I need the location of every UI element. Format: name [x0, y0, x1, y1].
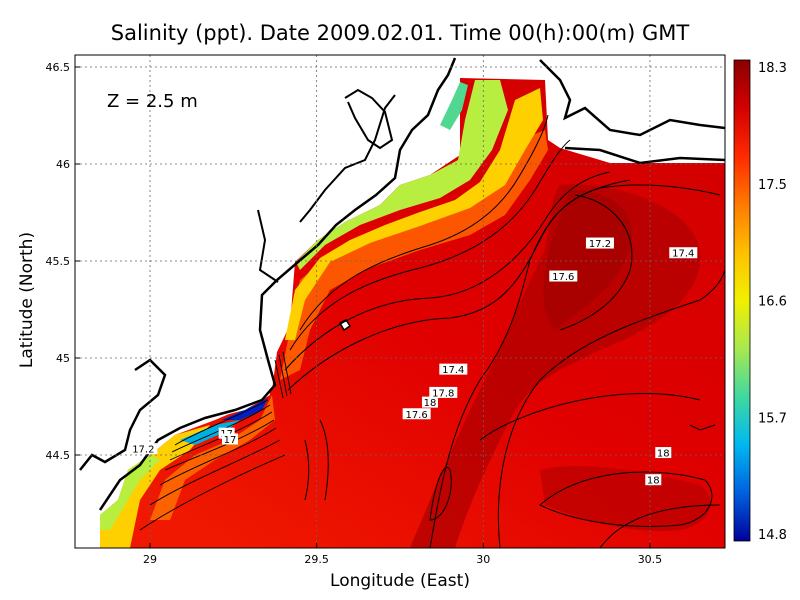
- y-tick-label: 46: [56, 158, 70, 171]
- contour-label-bg: [129, 443, 158, 455]
- x-tick-label: 30: [476, 553, 490, 566]
- band-sw-blue: [222, 398, 268, 420]
- x-tick-label: 29.5: [304, 553, 329, 566]
- contour-label: 17.4: [669, 247, 698, 260]
- contour-label-bg: [669, 247, 698, 259]
- contour-label: 17: [759, 195, 775, 208]
- contour-label: 17.8: [429, 386, 458, 399]
- colorbar-tick-label: 14.8: [758, 528, 787, 543]
- contour-label: 18: [655, 447, 672, 460]
- contour-label-bg: [421, 396, 438, 408]
- x-tick-label: 30.5: [638, 553, 663, 566]
- contour-label-text: 18: [647, 476, 660, 487]
- contour-lines: [284, 114, 725, 548]
- contour-label-text: 17: [760, 196, 773, 207]
- colorbar-tick-label: 17.5: [758, 178, 787, 193]
- colorbar-tick-label: 18.3: [758, 61, 787, 76]
- coastline-ne: [564, 146, 725, 165]
- contour-label-bg: [585, 237, 614, 249]
- band-lightgreen: [296, 80, 508, 270]
- coastline: [98, 57, 457, 511]
- colorbar-ticks: 18.3 17.5 16.6 15.7 14.8: [758, 61, 787, 543]
- contour-label-bg: [759, 195, 775, 206]
- band-sw-yellow: [100, 425, 210, 548]
- grid-lines: [75, 55, 725, 548]
- contour-label: 17.6: [402, 408, 431, 421]
- colorbar-tick-label: 15.7: [758, 411, 787, 426]
- y-axis-ticks: 44.5 45 45.5 46 46.5: [46, 61, 80, 462]
- land-mass: [75, 55, 455, 530]
- colorbar: [733, 59, 751, 542]
- plot-area: 17.81818.217.41717.617.217.417.617.817.4…: [75, 55, 775, 548]
- contour-label-text: 17.2: [132, 445, 154, 456]
- contour-label: 17.6: [549, 270, 578, 283]
- contour-label: 18: [421, 396, 438, 409]
- band-sw-green: [100, 455, 160, 530]
- depth-label: Z = 2.5 m: [107, 91, 198, 112]
- contour-label-text: 17.6: [406, 410, 428, 421]
- contour-label-bg: [549, 270, 578, 282]
- contour-label: 18: [645, 474, 662, 487]
- contour-label-bg: [645, 474, 662, 486]
- contour-label-text: 17.4: [442, 365, 464, 376]
- contour-label-bg: [655, 447, 672, 459]
- y-tick-label: 44.5: [46, 449, 71, 462]
- contour-label-bg: [429, 386, 458, 398]
- x-axis-label: Longitude (East): [330, 571, 470, 591]
- contour-labels: 17.81818.217.41717.617.217.417.617.817.4…: [129, 195, 775, 487]
- map-title: Salinity (ppt). Date 2009.02.01. Time 00…: [111, 21, 690, 45]
- band-sw-orange: [150, 395, 275, 520]
- contour-label-bg: [402, 408, 431, 420]
- contour-label-text: 18: [657, 449, 670, 460]
- y-tick-label: 46.5: [46, 61, 71, 74]
- high-salinity-south: [540, 465, 711, 531]
- contour-label-text: 17.6: [552, 272, 574, 283]
- plot-frame: [74, 54, 726, 549]
- band-green: [440, 82, 468, 130]
- y-tick-label: 45: [56, 352, 70, 365]
- contour-label: 17.4: [439, 363, 468, 376]
- colorbar-tick-label: 16.6: [758, 295, 787, 310]
- contour-label: 17: [221, 433, 238, 446]
- x-tick-label: 29: [143, 553, 157, 566]
- y-axis-label: Latitude (North): [17, 232, 37, 368]
- contour-label: 17.2: [129, 443, 158, 456]
- coastline-north: [539, 59, 725, 137]
- high-salinity-core-2: [543, 190, 632, 330]
- contour-label-text: 17.8: [432, 388, 454, 399]
- contour-label-text: 18: [424, 398, 437, 409]
- contour-label-bg: [439, 363, 468, 375]
- band-sw-cyan: [180, 420, 240, 445]
- y-tick-label: 45.5: [46, 255, 71, 268]
- contour-label: 17.2: [585, 237, 614, 250]
- band-yellow: [285, 88, 543, 340]
- contour-label-bg: [221, 433, 238, 445]
- contour-label-text: 17.2: [589, 239, 611, 250]
- contour-label-text: 17: [224, 435, 237, 446]
- coastline-west-peninsula: [79, 358, 167, 471]
- contour-label-bg: [218, 427, 235, 439]
- contour-label-text: 17.4: [672, 249, 694, 260]
